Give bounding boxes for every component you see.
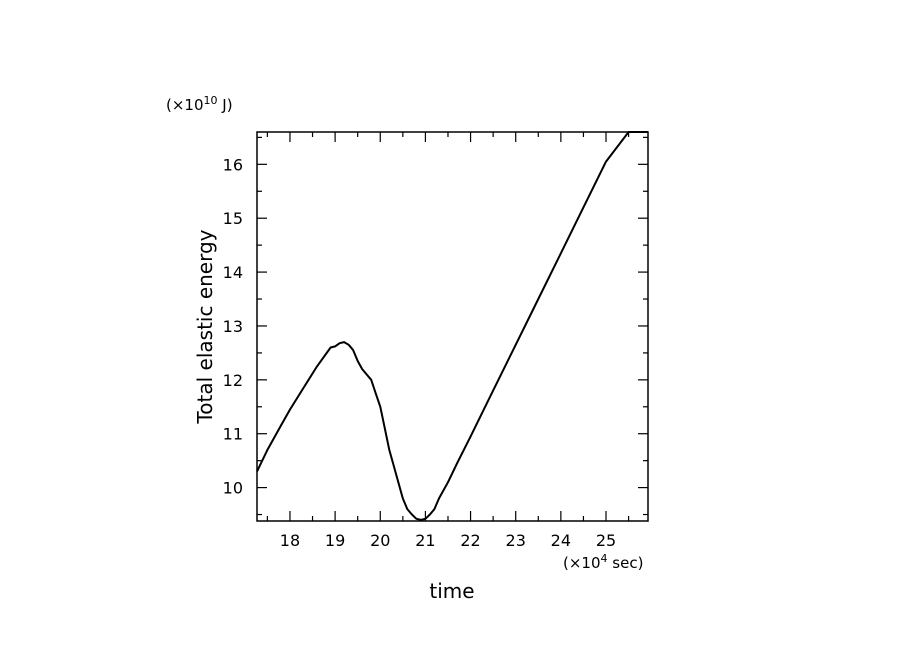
x-tick-label: 24 [551, 531, 571, 550]
x-tick-label: 18 [280, 531, 300, 550]
series-line [256, 131, 648, 521]
y-tick-label: 16 [223, 155, 243, 174]
x-tick-label: 19 [325, 531, 345, 550]
y-axis-title: Total elastic energy [193, 229, 217, 424]
x-axis-ticks [266, 132, 630, 521]
x-tick-label: 23 [506, 531, 526, 550]
y-tick-label: 11 [223, 425, 243, 444]
y-axis-unit: (×1010 J) [166, 94, 233, 114]
x-tick-label: 22 [460, 531, 480, 550]
y-tick-label: 15 [223, 209, 243, 228]
x-tick-label: 25 [596, 531, 616, 550]
y-axis-tick-labels: 10 11 12 13 14 15 16 [223, 155, 243, 497]
plot-frame [256, 131, 649, 522]
x-tick-label: 20 [370, 531, 390, 550]
y-tick-label: 13 [223, 317, 243, 336]
x-axis-tick-labels: 18 19 20 21 22 23 24 25 [280, 531, 616, 550]
y-tick-label: 14 [223, 263, 243, 282]
y-tick-label: 10 [223, 479, 243, 498]
x-axis-unit: (×104 sec) [563, 552, 643, 572]
y-tick-label: 12 [223, 371, 243, 390]
x-tick-label: 21 [415, 531, 435, 550]
x-axis-title: time [429, 579, 474, 603]
